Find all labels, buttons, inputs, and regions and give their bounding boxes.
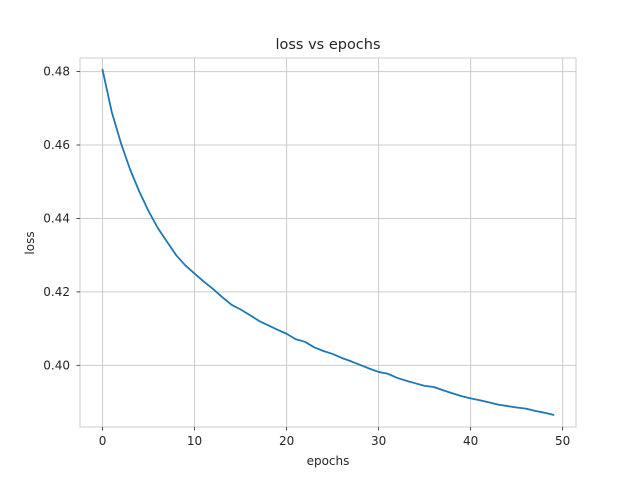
y-tick-label: 0.40: [43, 358, 70, 372]
x-tick-label: 0: [99, 434, 107, 448]
x-tick-label: 50: [555, 434, 570, 448]
y-tick-label: 0.44: [43, 211, 70, 225]
y-tick-label: 0.46: [43, 138, 70, 152]
x-tick-label: 40: [463, 434, 478, 448]
y-tick-label: 0.42: [43, 285, 70, 299]
series-line-loss: [101, 68, 555, 416]
x-tick-label: 10: [187, 434, 202, 448]
y-axis-label: loss: [23, 231, 37, 254]
series-layer: [101, 68, 555, 416]
plot-frame: [79, 57, 577, 428]
chart-title: loss vs epochs: [275, 37, 380, 53]
x-tick-label: 30: [371, 434, 386, 448]
grid-layer: [80, 58, 576, 427]
x-axis-label: epochs: [307, 454, 350, 468]
y-tick-label: 0.48: [43, 65, 70, 79]
ticks-layer: 0 10 20 30 40 50 0.40 0.42 0.44 0.46 0.48: [43, 65, 570, 448]
x-tick-label: 20: [279, 434, 294, 448]
